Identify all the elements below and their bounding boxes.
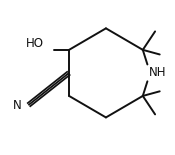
Text: NH: NH xyxy=(149,66,166,79)
Text: HO: HO xyxy=(26,37,44,50)
Text: N: N xyxy=(13,99,22,112)
